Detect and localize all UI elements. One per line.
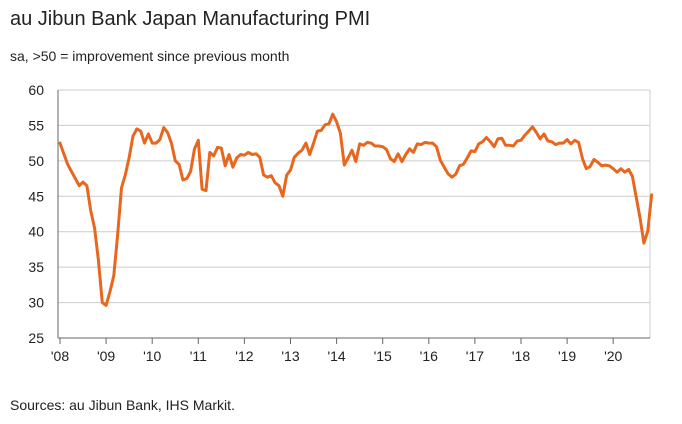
x-tick-label: '12 — [235, 348, 253, 364]
chart-title: au Jibun Bank Japan Manufacturing PMI — [10, 8, 371, 30]
x-tick-label: '15 — [374, 348, 392, 364]
x-tick-label: '18 — [512, 348, 530, 364]
grid-layer — [57, 89, 651, 339]
x-tick-label: '14 — [327, 348, 345, 364]
y-tick-label: 55 — [28, 117, 44, 133]
source-note: Sources: au Jibun Bank, IHS Markit. — [10, 397, 235, 413]
y-tick-label: 60 — [28, 82, 44, 98]
y-tick-label: 30 — [28, 295, 44, 311]
x-tick-label: '11 — [190, 348, 207, 364]
x-axis: '08 '09 '10 '11 '12 '13 '14 '15 '16 '17 '18 '19 '20 — [51, 337, 650, 364]
x-tick-label: '10 — [143, 348, 161, 364]
y-tick-label: 25 — [28, 330, 44, 346]
y-tick-label: 40 — [28, 224, 44, 240]
x-tick-label: '13 — [281, 348, 299, 364]
series-layer — [58, 112, 654, 307]
x-tick-label: '09 — [97, 348, 115, 364]
y-tick-label: 50 — [28, 153, 44, 169]
chart-subtitle: sa, >50 = improvement since previous mon… — [10, 48, 290, 64]
x-tick-label: '19 — [558, 348, 576, 364]
y-tick-label: 45 — [28, 188, 44, 204]
x-tick-label: '08 — [51, 348, 69, 364]
x-tick-label: '16 — [420, 348, 438, 364]
series-line-pmi — [58, 112, 654, 307]
x-tick-label: '20 — [604, 348, 622, 364]
y-tick-label: 35 — [28, 259, 44, 275]
y-axis: 25 30 35 40 45 50 55 60 — [28, 82, 44, 346]
x-tick-label: '17 — [466, 348, 484, 364]
